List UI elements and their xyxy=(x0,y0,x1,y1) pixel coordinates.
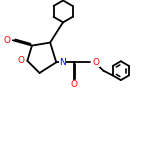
Text: N: N xyxy=(59,58,66,67)
Text: O: O xyxy=(3,36,10,45)
Text: O: O xyxy=(93,58,100,67)
Text: O: O xyxy=(18,56,25,65)
Text: O: O xyxy=(70,80,77,89)
